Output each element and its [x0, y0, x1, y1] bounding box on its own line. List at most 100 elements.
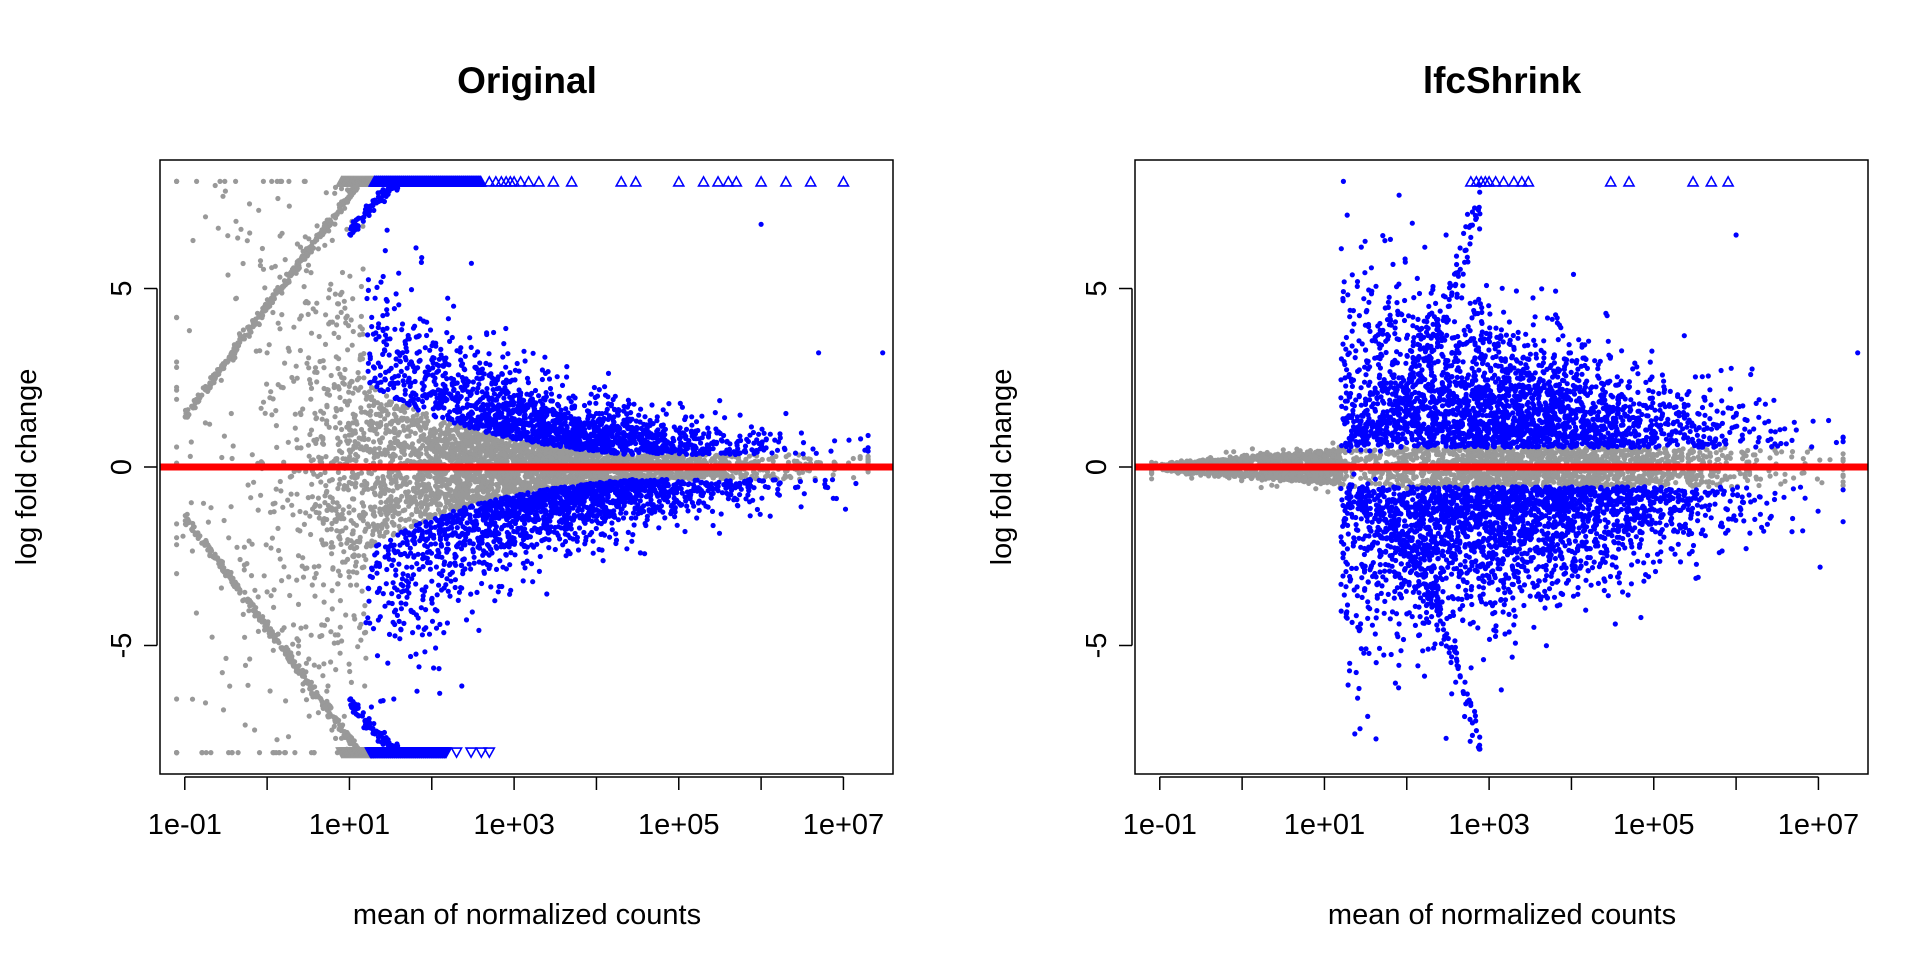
non-significant-point	[346, 736, 352, 742]
non-significant-point	[317, 633, 323, 640]
non-significant-point	[391, 503, 397, 509]
non-significant-point	[316, 563, 322, 569]
non-significant-point	[339, 449, 345, 456]
non-significant-point	[329, 727, 335, 733]
significant-point	[402, 373, 408, 379]
non-significant-point	[356, 435, 362, 441]
non-significant-point	[348, 317, 354, 323]
non-significant-point	[282, 750, 288, 756]
non-significant-point	[323, 483, 329, 489]
non-significant-point	[336, 334, 342, 340]
non-significant-point	[306, 365, 312, 371]
non-significant-point	[259, 614, 265, 621]
non-significant-point	[273, 638, 279, 644]
non-significant-point	[851, 475, 857, 481]
non-significant-point	[212, 553, 218, 559]
non-significant-point	[264, 381, 270, 387]
non-significant-point	[339, 511, 345, 517]
non-significant-point	[326, 228, 332, 234]
non-significant-point	[174, 315, 180, 321]
non-significant-point	[409, 422, 415, 428]
non-significant-point	[285, 734, 292, 740]
non-significant-point	[384, 516, 390, 522]
non-significant-point	[319, 537, 325, 543]
non-significant-point	[337, 624, 343, 630]
non-significant-point	[257, 258, 264, 264]
non-significant-point	[252, 322, 258, 328]
non-significant-point	[247, 326, 253, 332]
non-significant-point	[375, 475, 381, 481]
non-significant-point	[260, 399, 267, 405]
non-significant-point	[368, 471, 374, 477]
non-significant-point	[241, 544, 247, 550]
non-significant-point	[186, 328, 192, 334]
non-significant-point	[221, 569, 228, 575]
non-significant-point	[262, 285, 268, 291]
non-significant-point	[294, 636, 300, 642]
significant-point	[552, 546, 558, 553]
non-significant-point	[348, 582, 354, 588]
non-significant-point	[218, 585, 224, 591]
non-significant-point	[324, 617, 330, 623]
non-significant-point	[242, 662, 249, 669]
non-significant-point	[231, 583, 237, 590]
non-significant-point	[346, 422, 352, 428]
non-significant-point	[377, 459, 383, 465]
non-significant-point	[307, 431, 313, 438]
non-significant-point	[309, 582, 315, 588]
non-significant-point	[504, 476, 510, 483]
non-significant-point	[482, 435, 488, 441]
non-significant-point	[238, 226, 244, 232]
non-significant-point	[346, 510, 352, 516]
non-significant-point	[406, 516, 412, 522]
non-significant-point	[337, 476, 343, 482]
non-significant-point	[423, 488, 429, 494]
non-significant-point	[358, 621, 364, 628]
non-significant-point	[547, 450, 553, 456]
non-significant-point	[512, 479, 519, 486]
non-significant-point	[343, 525, 349, 531]
non-significant-point	[346, 447, 352, 453]
non-significant-point	[231, 342, 237, 348]
non-significant-point	[262, 410, 268, 416]
significant-point	[438, 346, 444, 352]
non-significant-point	[311, 750, 317, 756]
significant-point	[689, 422, 695, 428]
non-significant-point	[299, 563, 305, 569]
non-significant-point	[228, 504, 234, 510]
non-significant-point	[174, 364, 180, 370]
non-significant-point	[309, 494, 315, 500]
non-significant-point	[314, 223, 320, 229]
non-significant-point	[295, 601, 302, 608]
non-significant-point	[322, 493, 328, 499]
non-significant-point	[244, 561, 250, 567]
non-significant-point	[253, 605, 259, 611]
non-significant-point	[586, 472, 592, 478]
non-significant-point	[286, 178, 292, 184]
non-significant-point	[363, 396, 369, 402]
non-significant-point	[313, 570, 319, 577]
significant-point	[800, 451, 806, 457]
non-significant-point	[388, 499, 394, 505]
non-significant-point	[323, 541, 329, 547]
non-significant-point	[242, 634, 248, 640]
non-significant-point	[342, 305, 348, 311]
significant-point	[422, 369, 428, 375]
non-significant-point	[381, 506, 387, 512]
non-significant-point	[215, 225, 221, 231]
non-significant-point	[414, 475, 420, 481]
non-significant-point	[773, 453, 779, 460]
non-significant-point	[346, 389, 352, 395]
non-significant-point	[256, 207, 262, 213]
non-significant-point	[437, 501, 443, 507]
non-significant-point	[255, 507, 261, 513]
non-significant-point	[503, 458, 509, 464]
non-significant-point	[190, 237, 196, 244]
non-significant-point	[561, 455, 567, 461]
significant-point	[546, 376, 553, 382]
non-significant-point	[358, 283, 364, 290]
non-significant-point	[217, 178, 223, 184]
non-significant-point	[408, 452, 414, 458]
non-significant-point	[472, 430, 478, 436]
significant-point	[378, 279, 384, 285]
